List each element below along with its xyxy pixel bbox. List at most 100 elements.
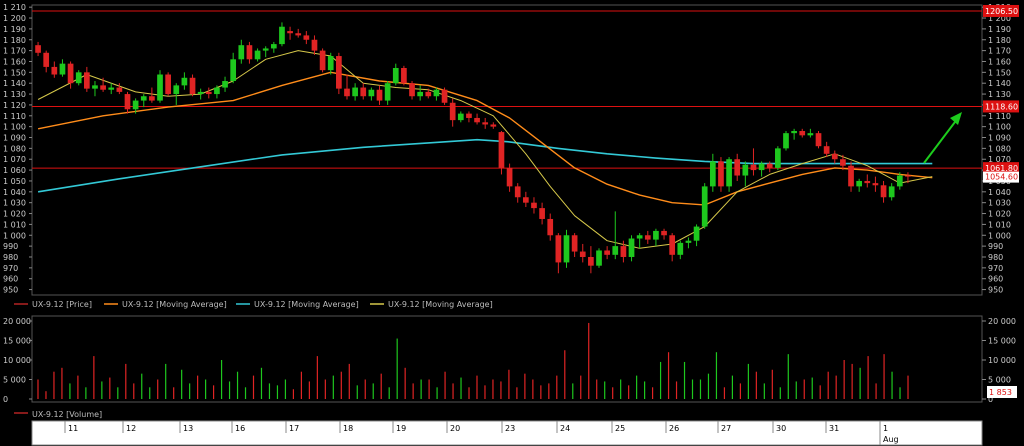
date-tick-label: 16 <box>235 424 245 433</box>
price-y-tick-label: 990 <box>3 242 18 251</box>
volume-y-tick-label: 0 <box>3 395 8 404</box>
candle <box>189 74 196 97</box>
candle <box>815 130 822 149</box>
candle-body <box>563 235 570 263</box>
date-tick-label: 18 <box>343 424 353 433</box>
date-tick-label: 26 <box>669 424 679 433</box>
candle <box>701 183 708 229</box>
candle-body <box>905 175 911 177</box>
candle <box>522 191 529 208</box>
candle-body <box>555 235 562 263</box>
candle-body <box>75 72 82 84</box>
candle <box>750 148 757 176</box>
price-y-tick-label: 1 180 <box>3 36 26 45</box>
price-y-tick-label: 960 <box>988 275 1003 284</box>
moving-average-slow-line <box>37 138 933 193</box>
price-y-tick-label: 1 160 <box>988 57 1011 66</box>
candle <box>409 81 415 100</box>
candle-body <box>856 180 863 187</box>
candle-body <box>726 159 732 187</box>
candle-body <box>799 130 806 136</box>
candle <box>327 52 334 75</box>
candle-body <box>669 235 676 255</box>
price-y-tick-label: 1 210 <box>3 3 26 12</box>
price-legend: UX-9.12 [Price] UX-9.12 [Moving Average] U… <box>1 297 982 311</box>
candle-body <box>482 122 489 125</box>
candle <box>653 228 659 247</box>
price-y-tick-label: 960 <box>3 275 18 284</box>
candle <box>514 183 521 203</box>
candle-body <box>896 175 903 187</box>
price-y-tick-label: 1 090 <box>3 134 26 143</box>
candle <box>880 180 887 203</box>
candle <box>205 87 212 99</box>
candle-body <box>352 87 358 97</box>
price-y-tick-label: 1 190 <box>988 25 1011 34</box>
candle-body <box>173 85 180 95</box>
candle-body <box>620 246 627 257</box>
candle-body <box>693 226 700 241</box>
candle <box>197 88 204 100</box>
price-y-tick-label: 1 150 <box>988 68 1011 77</box>
date-axis[interactable]: 11 12 13 16 17 18 19 20 23 24 25 26 27 30 31 1 Aug <box>31 420 983 446</box>
candle-body <box>742 164 749 176</box>
candle <box>693 224 700 247</box>
candle-body <box>108 87 115 90</box>
price-y-tick-label: 1 190 <box>3 25 26 34</box>
candle-body <box>831 153 838 160</box>
candle <box>360 83 367 100</box>
price-y-tick-label: 1 020 <box>3 210 26 219</box>
candle-body <box>360 87 367 97</box>
legend-label: UX-9.12 [Moving Average] <box>388 300 493 309</box>
candle-body <box>295 33 302 36</box>
candle <box>279 22 285 47</box>
candle-body <box>531 202 537 209</box>
volume-panel[interactable]: 0 5 000 10 000 15 000 20 000 0 5 000 10 000 15 … <box>3 315 1017 404</box>
price-y-tick-label: 1 200 <box>988 14 1011 23</box>
candle-body <box>571 235 578 252</box>
candle <box>604 246 610 260</box>
volume-bar-series[interactable] <box>37 322 909 399</box>
candle <box>783 130 789 151</box>
candle-body <box>262 48 269 51</box>
candle <box>669 233 676 262</box>
volume-y-tick-label: 5 000 <box>3 376 26 385</box>
candlestick-series[interactable] <box>35 22 911 274</box>
candle <box>872 176 879 192</box>
candle-body <box>750 164 757 171</box>
price-y-tick-label: 990 <box>988 242 1003 251</box>
candle-body <box>636 235 643 239</box>
candle-body <box>718 161 724 187</box>
candle <box>490 122 497 129</box>
candle-body <box>254 50 261 60</box>
candle <box>417 85 424 101</box>
price-y-tick-label: 950 <box>3 286 18 295</box>
price-y-tick-label: 1 070 <box>3 155 26 164</box>
candle <box>531 197 537 214</box>
candle-body <box>612 246 619 255</box>
candle <box>319 48 326 73</box>
volume-legend-label: UX-9.12 [Volume] <box>32 410 102 419</box>
candle-body <box>59 63 66 75</box>
candle <box>644 230 651 244</box>
legend-label: UX-9.12 [Price] <box>32 300 92 309</box>
candle-body <box>165 74 171 95</box>
candle-body <box>579 251 586 257</box>
candle <box>685 237 692 249</box>
candle <box>238 39 245 64</box>
candle-body <box>653 230 659 240</box>
candle <box>466 111 472 123</box>
price-plot-area <box>31 4 983 296</box>
price-y-tick-label: 1 040 <box>988 188 1011 197</box>
candle <box>498 130 505 175</box>
volume-y-tick-label: 5 000 <box>988 376 1011 385</box>
candle <box>474 113 480 125</box>
candle <box>287 26 293 40</box>
price-y-tick-label: 1 120 <box>3 101 26 110</box>
candle-body <box>433 89 440 97</box>
candle-body <box>222 81 228 88</box>
candle-body <box>246 45 253 60</box>
